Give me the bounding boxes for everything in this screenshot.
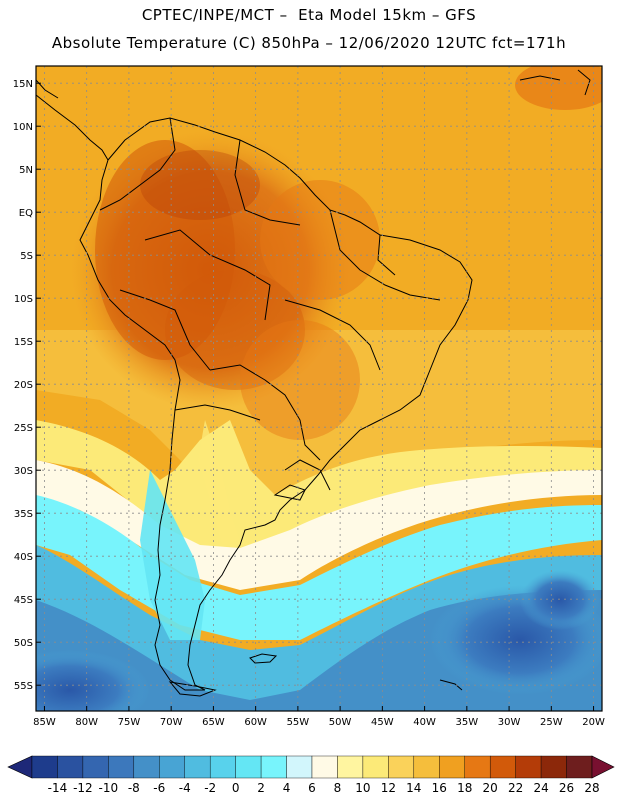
graticule (36, 66, 602, 711)
temperature-field (36, 66, 602, 711)
longitude-axis: 85W 80W 75W 70W 65W 60W 55W 50W 45W 40W 35W 30W 25W 2… (33, 706, 605, 728)
colorbar-label: -10 (99, 781, 119, 795)
colorbar-low-cap (7, 755, 33, 779)
colorbar-label: 8 (334, 781, 342, 795)
colorbar-cell (82, 755, 109, 779)
lon-tick-label: 35W (456, 717, 479, 728)
colorbar-cell (413, 755, 440, 779)
lon-tick-label: 40W (413, 717, 436, 728)
colorbar-label: 10 (355, 781, 370, 795)
colorbar-label: 26 (559, 781, 574, 795)
colorbar-cell (184, 755, 211, 779)
colorbar-cell (388, 755, 415, 779)
colorbar-cell (566, 755, 593, 779)
lon-tick-label: 20W (582, 717, 605, 728)
lon-tick-label: 55W (287, 717, 310, 728)
lon-tick-label: 75W (118, 717, 141, 728)
lat-tick-label: 30S (14, 466, 33, 477)
lon-tick-label: 25W (540, 717, 563, 728)
lon-tick-label: 80W (75, 717, 98, 728)
lat-tick-label: 5N (19, 165, 33, 176)
colorbar-cell (362, 755, 389, 779)
colorbar-label: 22 (508, 781, 523, 795)
colorbar-label: 18 (457, 781, 472, 795)
coastlines (36, 69, 591, 697)
lat-tick-label: 40S (14, 552, 33, 563)
colorbar-label: -8 (128, 781, 140, 795)
lat-tick-label: 20S (14, 380, 33, 391)
colorbar-label: 12 (381, 781, 396, 795)
lat-tick-label: 35S (14, 509, 33, 520)
lat-tick-label: 10S (14, 294, 33, 305)
lat-tick-label: 15N (13, 79, 33, 90)
colorbar-cell (31, 755, 58, 779)
colorbar-label: 0 (232, 781, 240, 795)
colorbar-high-cap (591, 755, 615, 779)
lon-tick-label: 45W (371, 717, 394, 728)
colorbar-cell (133, 755, 160, 779)
colorbar-label: -6 (153, 781, 165, 795)
colorbar-cell (286, 755, 313, 779)
colorbar-cell (489, 755, 516, 779)
colorbar-label: -12 (73, 781, 93, 795)
lon-tick-label: 30W (498, 717, 521, 728)
lon-tick-label: 65W (202, 717, 225, 728)
colorbar-label: 4 (283, 781, 291, 795)
map-frame (35, 65, 603, 712)
colorbar-label: 28 (584, 781, 599, 795)
colorbar-cell (108, 755, 135, 779)
chart-title-line1: CPTEC/INPE/MCT – Eta Model 15km – GFS (141, 6, 477, 24)
colorbar-cell (439, 755, 465, 779)
lat-tick-label: 10N (13, 122, 33, 133)
colorbar-cell (337, 755, 364, 779)
chart-title-line2: Absolute Temperature (C) 850hPa – 12/06/… (51, 34, 567, 52)
colorbar-cell (464, 755, 491, 779)
lat-tick-label: 5S (20, 251, 33, 262)
latitude-axis: 15N 10N 5N EQ 5S 10S 15S 20S 25S 30S 35S 40S 45S 50S 5… (13, 79, 41, 692)
lat-tick-label: 50S (14, 638, 33, 649)
lon-tick-label: 70W (160, 717, 183, 728)
lat-tick-label: 45S (14, 595, 33, 606)
lat-tick-label: 15S (14, 337, 33, 348)
colorbar-label: -14 (48, 781, 68, 795)
colorbar-label: -4 (179, 781, 191, 795)
colorbar-cell (209, 755, 236, 779)
colorbar-cell (260, 755, 287, 779)
colorbar-label: 6 (308, 781, 316, 795)
colorbar-cell (159, 755, 185, 779)
colorbar-label: 20 (483, 781, 498, 795)
colorbar-cell (540, 755, 567, 779)
lon-tick-label: 50W (329, 717, 352, 728)
colorbar-label: 14 (406, 781, 421, 795)
lat-tick-label: 25S (14, 423, 33, 434)
colorbar-cell (235, 755, 262, 779)
colorbar-label: 16 (432, 781, 447, 795)
colorbar-label: -2 (204, 781, 216, 795)
lat-tick-label: EQ (19, 208, 33, 219)
lon-tick-label: 60W (244, 717, 267, 728)
lon-tick-label: 85W (33, 717, 56, 728)
colorbar-cell (515, 755, 542, 779)
colorbar-label: 24 (533, 781, 548, 795)
colorbar-cell (57, 755, 84, 779)
lat-tick-label: 55S (14, 681, 33, 692)
colorbar-cell (311, 755, 338, 779)
colorbar-label: 2 (257, 781, 265, 795)
